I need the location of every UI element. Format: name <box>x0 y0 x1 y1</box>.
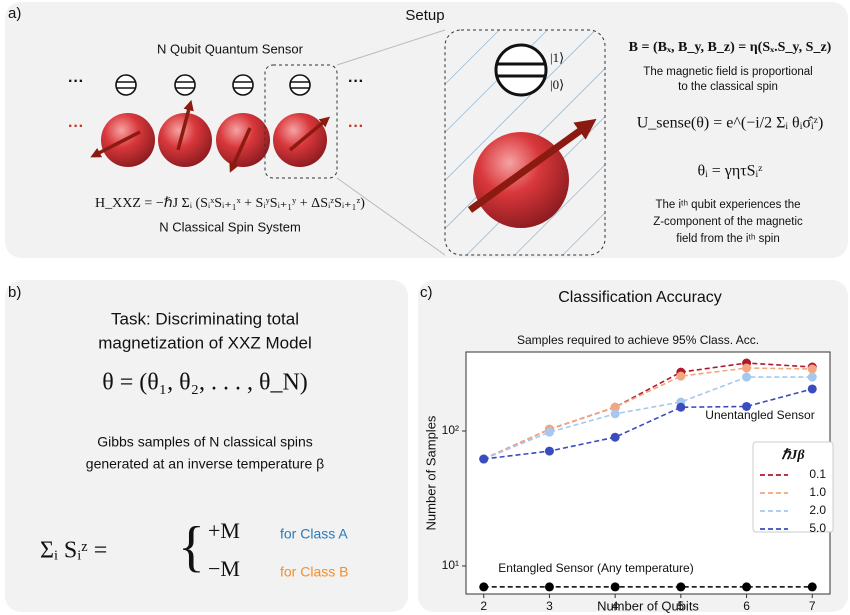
x-tick-label: 2 <box>480 599 487 613</box>
description: generated at an inverse temperature β <box>86 456 324 472</box>
inset-qubit <box>496 45 546 95</box>
legend-label: 5.0 <box>809 521 826 535</box>
description: Gibbs samples of N classical spins <box>97 434 313 450</box>
description: Z-component of the magnetic <box>653 216 803 228</box>
sensor-label: N Qubit Quantum Sensor <box>157 41 304 56</box>
legend-label: 2.0 <box>809 503 826 517</box>
data-point <box>808 384 817 393</box>
x-tick-label: 5 <box>678 599 685 613</box>
x-tick-label: 7 <box>809 599 816 613</box>
equation: B = (Bₓ, B_y, B_z) = η(Sₓ.S_y, S_z) <box>629 40 832 55</box>
x-tick-label: 6 <box>743 599 750 613</box>
annotation: Entangled Sensor (Any temperature) <box>498 561 693 575</box>
ket: |1⟩ <box>550 50 564 65</box>
data-point <box>808 582 817 591</box>
panel-label: a) <box>8 5 21 22</box>
brace: { <box>178 516 205 578</box>
panel-label: b) <box>8 284 21 301</box>
y-tick-label: 10² <box>442 423 459 437</box>
ket: |0⟩ <box>550 77 564 92</box>
description: to the classical spin <box>678 81 778 93</box>
description: The magnetic field is proportional <box>643 66 812 78</box>
data-point <box>545 582 554 591</box>
svg-text:···: ··· <box>68 118 84 135</box>
case-class: for Class A <box>280 526 348 542</box>
panel-title: Setup <box>405 7 444 24</box>
panel-label: c) <box>420 284 433 301</box>
case-value: +M <box>208 518 240 543</box>
case-class: for Class B <box>280 564 348 580</box>
equation: θᵢ = γητSᵢᶻ <box>697 163 763 180</box>
spin-label: N Classical Spin System <box>159 219 301 234</box>
data-point <box>611 433 620 442</box>
equation: U_sense(θ) = e^(−i/2 Σᵢ θᵢσ̂ᵢᶻ) <box>637 115 824 132</box>
hamiltonian: H_XXZ = −ℏJ Σᵢ (SᵢˣSᵢ₊₁ˣ + SᵢʸSᵢ₊₁ʸ + ΔS… <box>95 196 365 211</box>
annotation: Unentangled Sensor <box>705 408 814 422</box>
data-point <box>479 582 488 591</box>
data-point <box>545 447 554 456</box>
equation: θ = (θ₁, θ₂, . . . , θ_N) <box>102 370 308 396</box>
data-point <box>808 365 817 374</box>
data-point <box>676 372 685 381</box>
data-point <box>742 364 751 373</box>
data-point <box>545 428 554 437</box>
y-tick-label: 10¹ <box>442 558 459 572</box>
svg-text:···: ··· <box>348 73 364 90</box>
x-tick-label: 4 <box>612 599 619 613</box>
task: magnetization of XXZ Model <box>98 333 312 352</box>
description: field from the iᵗʰ spin <box>676 233 779 245</box>
data-point <box>611 582 620 591</box>
chart-title: Classification Accuracy <box>558 289 722 306</box>
data-point <box>742 373 751 382</box>
svg-text:···: ··· <box>68 73 84 90</box>
data-point <box>742 402 751 411</box>
description: The iᵗʰ qubit experiences the <box>655 199 800 211</box>
y-axis-label: Number of Samples <box>423 415 438 530</box>
case-value: −M <box>208 556 240 581</box>
data-point <box>479 455 488 464</box>
equation: Σᵢ Sᵢᶻ = <box>40 538 107 564</box>
data-point <box>742 582 751 591</box>
svg-text:···: ··· <box>348 118 364 135</box>
x-tick-label: 3 <box>546 599 553 613</box>
data-point <box>676 403 685 412</box>
data-point <box>808 373 817 382</box>
data-point <box>611 409 620 418</box>
legend-title: ℏJβ <box>781 448 805 463</box>
data-point <box>676 582 685 591</box>
legend-label: 0.1 <box>809 467 826 481</box>
chart-subtitle: Samples required to achieve 95% Class. A… <box>517 333 759 347</box>
task: Task: Discriminating total <box>111 309 299 328</box>
figure: a) Setup N Qubit Quantum Sensor ··· ··· ·… <box>0 0 850 615</box>
legend-label: 1.0 <box>809 485 826 499</box>
